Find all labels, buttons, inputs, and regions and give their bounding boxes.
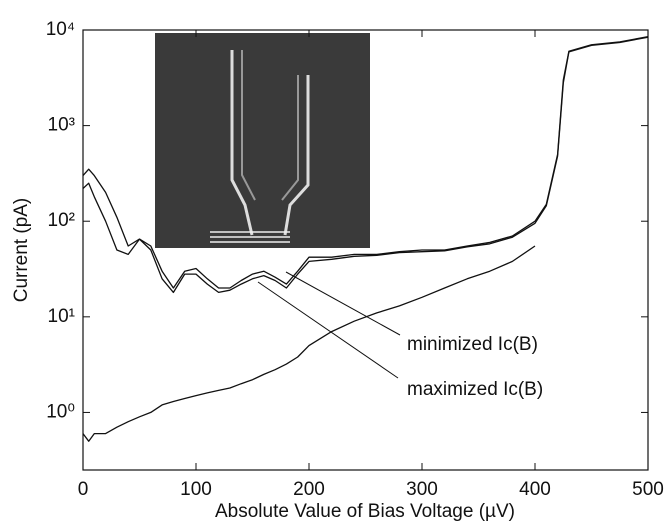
y-tick-label: 10¹: [48, 306, 75, 327]
annotation: maximized Ic(B): [407, 379, 543, 400]
x-tick-label: 300: [406, 479, 438, 500]
y-tick-label: 10³: [48, 115, 75, 136]
y-tick-label: 10⁴: [46, 19, 75, 40]
inset-image: [155, 33, 370, 248]
y-axis-label: Current (pA): [11, 198, 32, 303]
x-tick-label: 500: [632, 479, 664, 500]
x-tick-label: 100: [180, 479, 212, 500]
annotation-leader: [285, 271, 401, 336]
annotation-leader: [257, 281, 399, 379]
plot-frame: [82, 29, 649, 471]
y-tick-label: 10²: [48, 210, 75, 231]
annotation: minimized Ic(B): [407, 334, 538, 355]
x-tick-label: 200: [293, 479, 325, 500]
data-line: [82, 245, 536, 442]
data-line: [82, 36, 649, 289]
data-line: [82, 36, 649, 294]
x-tick-label: 400: [519, 479, 551, 500]
x-tick-label: 0: [78, 479, 89, 500]
y-tick-label: 10⁰: [46, 401, 75, 422]
x-axis-label: Absolute Value of Bias Voltage (µV): [215, 501, 515, 522]
